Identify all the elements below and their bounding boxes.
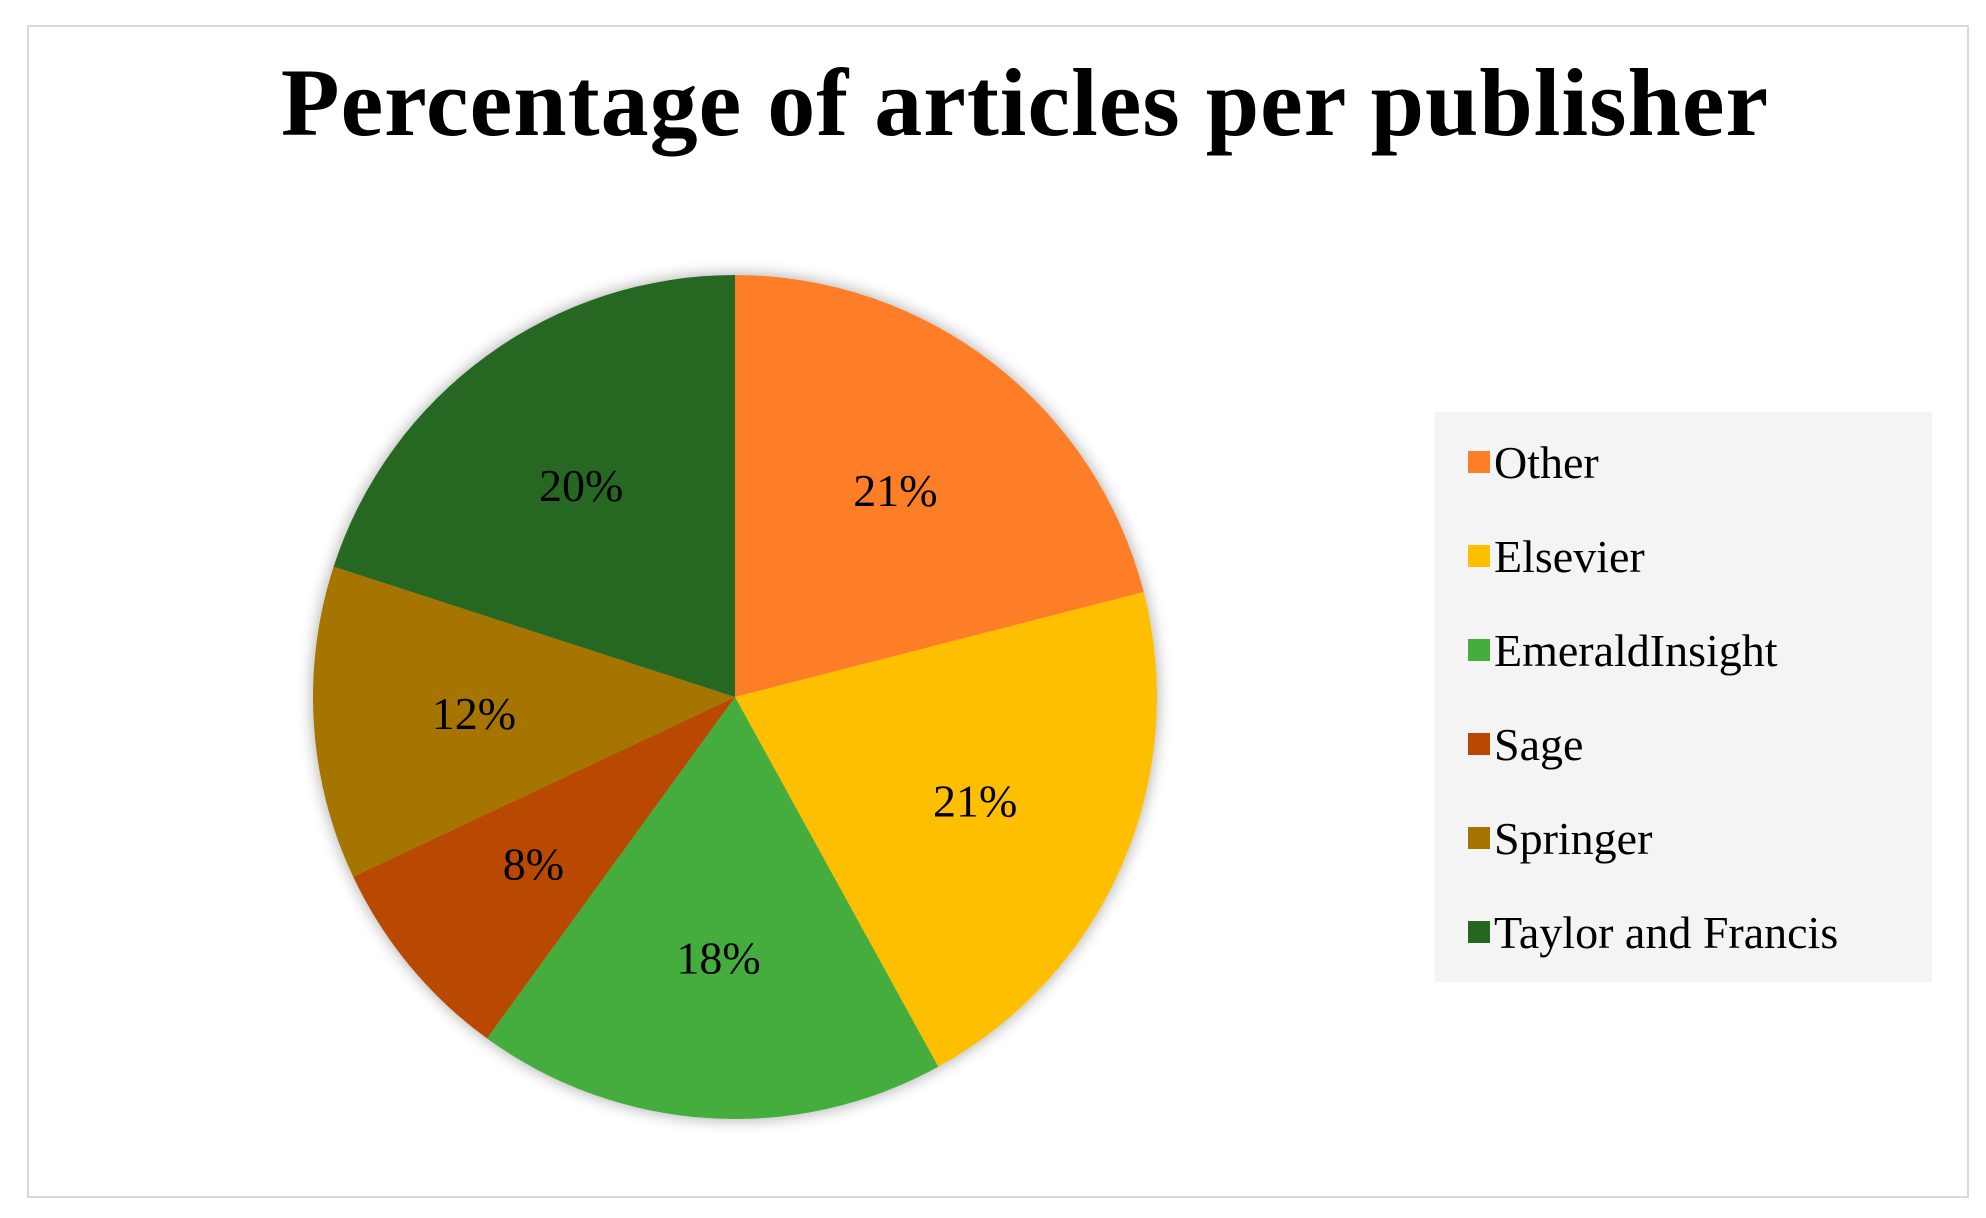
data-label-elsevier: 21% <box>933 775 1017 826</box>
legend-label-springer: Springer <box>1494 812 1653 864</box>
chart-title: Percentage of articles per publisher <box>280 49 1770 156</box>
pie-data-labels: 21% 21% 18% 8% 12% 20% <box>432 460 1018 984</box>
legend-item-other: Other <box>1435 432 1599 492</box>
legend-swatch-other <box>1468 451 1490 473</box>
legend-swatch-emeraldinsight <box>1468 639 1490 661</box>
pie-slice-sage <box>353 697 735 1039</box>
legend-label-sage: Sage <box>1494 718 1584 770</box>
legend-label-other: Other <box>1494 436 1599 488</box>
data-label-springer: 12% <box>432 688 516 739</box>
pie-slice-emeraldinsight <box>486 697 939 1119</box>
legend-item-taylor-and-francis: Taylor and Francis <box>1435 902 1838 962</box>
legend: Other Elsevier EmeraldInsight Sage Springer T… <box>1435 412 1932 982</box>
legend-item-emeraldinsight: EmeraldInsight <box>1435 620 1778 680</box>
legend-swatch-sage <box>1468 733 1490 755</box>
pie-slice-other <box>735 275 1144 697</box>
pie-slice-springer <box>313 566 735 877</box>
legend-swatch-taylor-and-francis <box>1468 921 1490 943</box>
legend-swatch-elsevier <box>1468 545 1490 567</box>
legend-label-taylor-and-francis: Taylor and Francis <box>1494 906 1839 958</box>
pie-slices <box>313 275 1157 1119</box>
legend-item-springer: Springer <box>1435 808 1652 868</box>
pie-slice-taylor-and-francis <box>333 275 735 697</box>
pie-slice-elsevier <box>735 592 1157 1067</box>
legend-swatch-springer <box>1468 827 1490 849</box>
legend-label-elsevier: Elsevier <box>1494 530 1645 582</box>
legend-label-emeraldinsight: EmeraldInsight <box>1494 624 1778 676</box>
data-label-other: 21% <box>853 465 937 516</box>
legend-item-elsevier: Elsevier <box>1435 526 1645 586</box>
data-label-sage: 8% <box>503 838 564 889</box>
data-label-emeraldinsight: 18% <box>676 933 760 984</box>
legend-item-sage: Sage <box>1435 714 1583 774</box>
data-label-taylor-and-francis: 20% <box>539 460 623 511</box>
